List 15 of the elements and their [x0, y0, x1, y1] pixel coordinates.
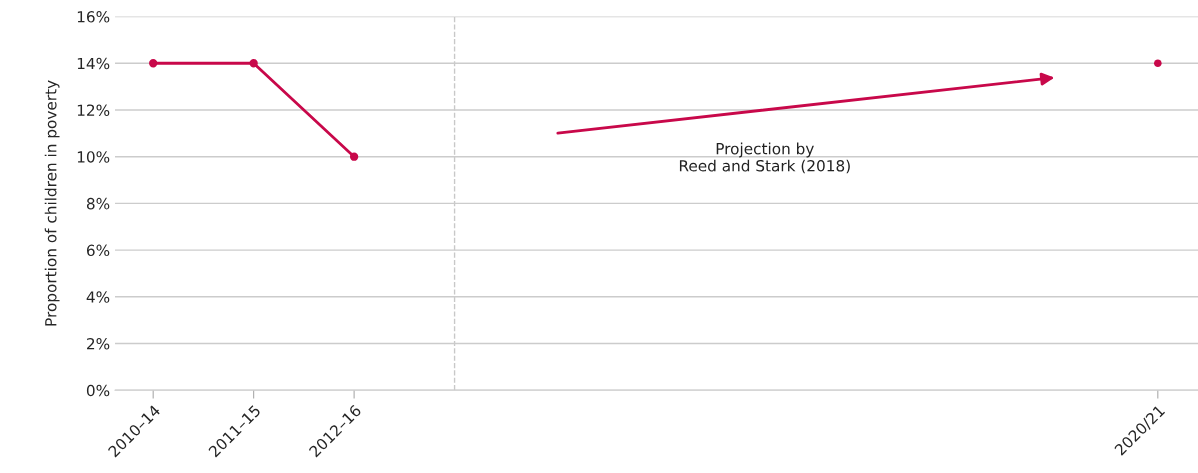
- y-tick-label: 12%: [77, 104, 110, 116]
- y-tick-label: 0%: [86, 384, 110, 397]
- annotation: Projection by Reed and Stark (2018): [679, 142, 850, 174]
- point: [149, 59, 158, 68]
- y-tick-label: 6%: [86, 244, 110, 257]
- point: [1154, 59, 1162, 68]
- y-tick-label: 4%: [86, 291, 110, 303]
- y-tick-label: 16%: [77, 11, 110, 23]
- point: [349, 152, 359, 161]
- y-tick-label: 10%: [77, 151, 110, 163]
- y-tick-label: 2%: [87, 337, 110, 350]
- y-axis-title: Proportion of children in poverty: [44, 80, 60, 326]
- point: [249, 59, 258, 68]
- y-tick-label: 14%: [77, 57, 110, 70]
- y-tick-label: 8%: [86, 197, 110, 210]
